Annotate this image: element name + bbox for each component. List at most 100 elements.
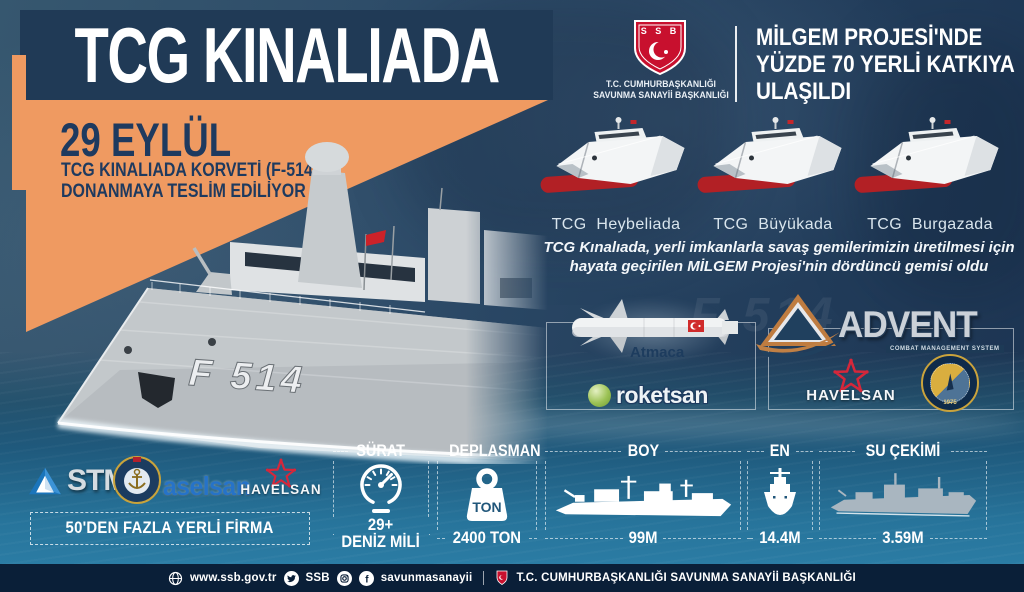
dashed-line: [950, 450, 987, 452]
footer-divider: [483, 571, 485, 585]
systems-frame: [768, 328, 1014, 410]
spec-beam: EN 14.4M: [747, 441, 814, 547]
stm-pyramid-icon: [29, 467, 61, 495]
advent-subtitle: COMBAT MANAGEMENT SYSTEM: [886, 345, 1004, 353]
ship-name-burgazada: TCG Burgazada: [867, 216, 993, 233]
spec-speed-label: SÜRAT: [356, 441, 406, 460]
havelsan-star-icon: [833, 358, 869, 393]
havelsan-star-icon: [265, 458, 297, 488]
badge-year: 1975: [943, 400, 957, 406]
spec-displacement: DEPLASMAN TON 2400 TON: [437, 441, 541, 547]
dashed-line: [528, 538, 538, 539]
dashed-line: [333, 450, 349, 452]
footer-website: www.ssb.gov.tr: [190, 572, 277, 584]
delivery-date: 29 EYLÜL: [60, 113, 232, 166]
roketsan-sphere-icon: [588, 384, 611, 407]
milgem-note-line1: TCG Kınalıada, yerli imkanlarla savaş ge…: [543, 239, 1015, 256]
badge-figure: [943, 373, 954, 391]
title-banner: TCG KINALIADA: [20, 10, 553, 100]
svg-text:f: f: [365, 574, 369, 585]
ship-name-buyukada: TCG Büyükada: [713, 216, 833, 233]
havelsan-wordmark: HAVELSAN: [806, 387, 896, 404]
footer-bar: www.ssb.gov.tr SSB f savunmasanayii T.C.…: [0, 564, 1024, 592]
dashed-line: [806, 538, 814, 539]
spec-length-value: 99M: [628, 529, 658, 547]
agency-name: T.C. CUMHURBAŞKANLIĞI SAVUNMA SANAYİİ BA…: [570, 79, 752, 101]
speedometer-icon: [360, 464, 402, 513]
dashed-line: [437, 538, 446, 539]
spec-draft-value: 3.59M: [882, 529, 924, 547]
dashed-line: [929, 538, 988, 539]
advent-wordmark: ADVENT: [838, 304, 978, 345]
twitter-icon: [283, 570, 299, 586]
dashed-line: [819, 450, 856, 452]
dashed-line: [665, 450, 741, 452]
local-firms-box: 50'DEN FAZLA YERLİ FİRMA: [30, 512, 310, 545]
spec-speed: SÜRAT 29+ DENİZ MİLİ: [333, 441, 430, 551]
weight-icon-text: TON: [472, 499, 501, 515]
spec-speed-unit: DENİZ MİLİ: [341, 533, 421, 551]
corvette-heybeliada-image: [540, 117, 685, 193]
atmaca-missile-image: [572, 299, 738, 353]
corvette-buyukada-image: [697, 117, 842, 193]
roketsan-logo: roketsan: [588, 382, 708, 409]
spec-beam-value: 14.4M: [759, 529, 801, 547]
spec-draft: SU ÇEKİMİ 3.59M: [819, 441, 988, 547]
havelsan-wordmark: HAVELSAN: [240, 482, 322, 497]
ssb-shield-logo: S S B: [634, 20, 686, 76]
dashed-line: [819, 538, 877, 539]
milgem-headline: MİLGEM PROJESİ'NDE YÜZDE 70 YERLİ KATKIY…: [756, 24, 1015, 105]
spec-length-label: BOY: [627, 441, 659, 460]
spec-beam-label: EN: [769, 441, 791, 460]
dashed-line: [747, 538, 754, 539]
hull-number: F 514: [187, 352, 307, 402]
milgem-headline-line2: YÜZDE 70 YERLİ KATKIYA: [756, 51, 1015, 78]
navy-emblem: [113, 456, 161, 504]
footer-twitter-handle: SSB: [305, 572, 330, 584]
dashed-line: [413, 450, 430, 452]
spec-speed-value: 29+: [368, 516, 394, 534]
ship-name-heybeliada: TCG Heybeliada: [551, 216, 681, 233]
dashed-line: [545, 538, 623, 539]
dashed-line: [663, 538, 742, 539]
banner-subtitle-2: DONANMAYA TESLİM EDİLİYOR: [61, 181, 306, 202]
facebook-icon: f: [358, 570, 374, 586]
ship-front-icon: [764, 467, 796, 515]
banner-subtitle-1: TCG KINALIADA KORVETİ (F-514): [61, 160, 319, 181]
weight-icon: TON: [466, 467, 508, 521]
missile-label: Atmaca: [630, 344, 685, 361]
corvette-burgazada-image: [854, 117, 999, 193]
page-title: TCG KINALIADA: [74, 11, 500, 99]
orange-accent-strip: [12, 55, 26, 190]
vertical-divider: [735, 26, 737, 102]
agency-name-line1: T.C. CUMHURBAŞKANLIĞI: [606, 79, 716, 89]
milgem-headline-line1: MİLGEM PROJESİ'NDE: [756, 24, 983, 51]
ssb-logo-text: S S B: [641, 26, 680, 36]
ship-draft-icon: [830, 472, 977, 517]
dashed-line: [545, 450, 621, 452]
aselsan-wordmark: aselsan: [163, 471, 251, 501]
local-firms-text: 50'DEN FAZLA YERLİ FİRMA: [65, 519, 275, 537]
spec-displacement-label: DEPLASMAN: [449, 441, 541, 460]
havelsan-logo: HAVELSAN: [796, 358, 906, 404]
havelsan-logo-small: HAVELSAN: [238, 458, 324, 497]
spec-length: BOY 99M: [545, 441, 742, 547]
milgem-note: TCG Kınalıada, yerli imkanlarla savaş ge…: [540, 238, 1018, 276]
advent-triangle-icon: [756, 294, 842, 359]
roketsan-wordmark: roketsan: [616, 382, 708, 408]
tcg-kinaliada-ship-image: F 514: [57, 142, 548, 464]
naval-research-badge: 1975: [921, 354, 979, 412]
spec-draft-label: SU ÇEKİMİ: [865, 441, 941, 460]
milgem-note-line2: hayata geçirilen MİLGEM Projesi'nin dörd…: [569, 258, 989, 275]
dashed-line: [795, 450, 813, 452]
ssb-shield-icon: [497, 570, 508, 585]
agency-name-line2: SAVUNMA SANAYİİ BAŞKANLIĞI: [593, 90, 729, 100]
globe-icon: [168, 571, 183, 585]
instagram-icon: [336, 570, 352, 586]
ship-side-icon: [555, 475, 732, 516]
dashed-line: [747, 450, 765, 452]
spec-displacement-value: 2400 TON: [452, 529, 522, 547]
footer-social-handle: savunmasanayii: [380, 572, 473, 584]
footer-org: T.C. CUMHURBAŞKANLIĞI SAVUNMA SANAYİİ BA…: [516, 572, 856, 584]
